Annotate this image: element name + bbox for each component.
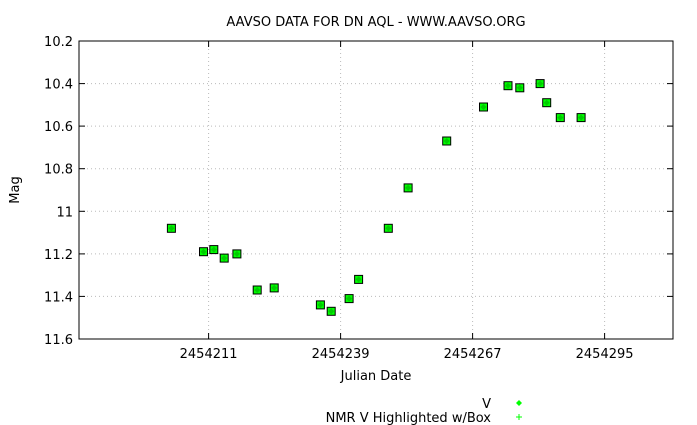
data-point-marker xyxy=(578,114,585,121)
data-point-marker xyxy=(537,80,544,87)
data-point-marker xyxy=(385,225,392,232)
chart-title: AAVSO DATA FOR DN AQL - WWW.AAVSO.ORG xyxy=(226,15,525,30)
plot-frame xyxy=(78,40,674,340)
data-point xyxy=(442,136,452,146)
data-point xyxy=(403,183,413,193)
y-tick-label: 10.6 xyxy=(44,120,73,135)
y-tick-labels: 10.2 10.4 10.6 10.8 11 11.2 11.4 11.6 xyxy=(44,35,73,348)
data-point-marker xyxy=(480,104,487,110)
legend-label-nmr: NMR V Highlighted w/Box xyxy=(326,411,492,425)
data-point-marker xyxy=(443,138,450,144)
data-point-marker xyxy=(346,295,353,302)
y-tick-label: 11.4 xyxy=(44,290,73,305)
data-point-marker xyxy=(233,250,240,257)
legend-label-v: V xyxy=(482,397,491,412)
data-point xyxy=(535,79,545,89)
data-point xyxy=(219,253,229,263)
axis-ticks xyxy=(79,40,673,340)
data-point-marker xyxy=(405,184,412,191)
x-tick-label: 2454211 xyxy=(180,347,238,362)
legend-marker-v xyxy=(516,400,522,406)
y-tick-label: 10.2 xyxy=(44,35,73,50)
legend-diamond xyxy=(516,400,522,406)
data-point-marker xyxy=(271,284,278,291)
y-tick-label: 11 xyxy=(56,205,73,220)
data-point xyxy=(269,283,279,293)
x-tick-labels: 2454211 2454239 2454267 2454295 xyxy=(180,347,634,362)
data-point xyxy=(576,113,586,123)
data-point xyxy=(232,249,242,259)
data-point xyxy=(166,223,176,233)
y-tick-label: 11.2 xyxy=(44,248,73,263)
x-tick-label: 2454267 xyxy=(444,347,502,362)
data-point-marker xyxy=(328,308,335,315)
data-point-marker xyxy=(355,276,362,283)
data-point xyxy=(326,306,336,316)
data-point xyxy=(252,285,262,295)
data-points xyxy=(166,79,586,316)
data-point-marker xyxy=(168,225,175,232)
legend-marker-nmr xyxy=(516,414,522,420)
y-tick-label: 11.6 xyxy=(44,333,73,348)
data-point xyxy=(515,83,525,93)
data-point xyxy=(354,274,364,284)
data-point-marker xyxy=(200,248,207,255)
x-tick-label: 2454239 xyxy=(312,347,370,362)
data-point-marker xyxy=(516,84,523,91)
y-axis-title: Mag xyxy=(8,176,23,203)
y-tick-label: 10.8 xyxy=(44,163,73,178)
data-point-marker xyxy=(505,82,511,89)
data-point xyxy=(542,98,552,108)
data-point xyxy=(383,223,393,233)
data-point xyxy=(479,102,488,112)
x-tick-label: 2454295 xyxy=(576,347,634,362)
data-point-marker xyxy=(210,246,217,253)
data-point xyxy=(503,81,513,91)
x-axis-title: Julian Date xyxy=(340,369,412,384)
grid xyxy=(79,41,673,339)
data-point xyxy=(315,300,325,310)
data-point-marker xyxy=(557,114,564,121)
data-point-marker xyxy=(221,255,228,262)
data-point-marker xyxy=(543,99,550,106)
y-tick-label: 10.4 xyxy=(44,78,73,93)
data-point xyxy=(199,247,208,257)
data-point xyxy=(555,113,565,123)
data-point xyxy=(209,245,219,255)
data-point xyxy=(344,294,354,304)
data-point-marker xyxy=(254,287,261,293)
data-point-marker xyxy=(317,301,324,308)
legend: V NMR V Highlighted w/Box xyxy=(326,397,522,425)
